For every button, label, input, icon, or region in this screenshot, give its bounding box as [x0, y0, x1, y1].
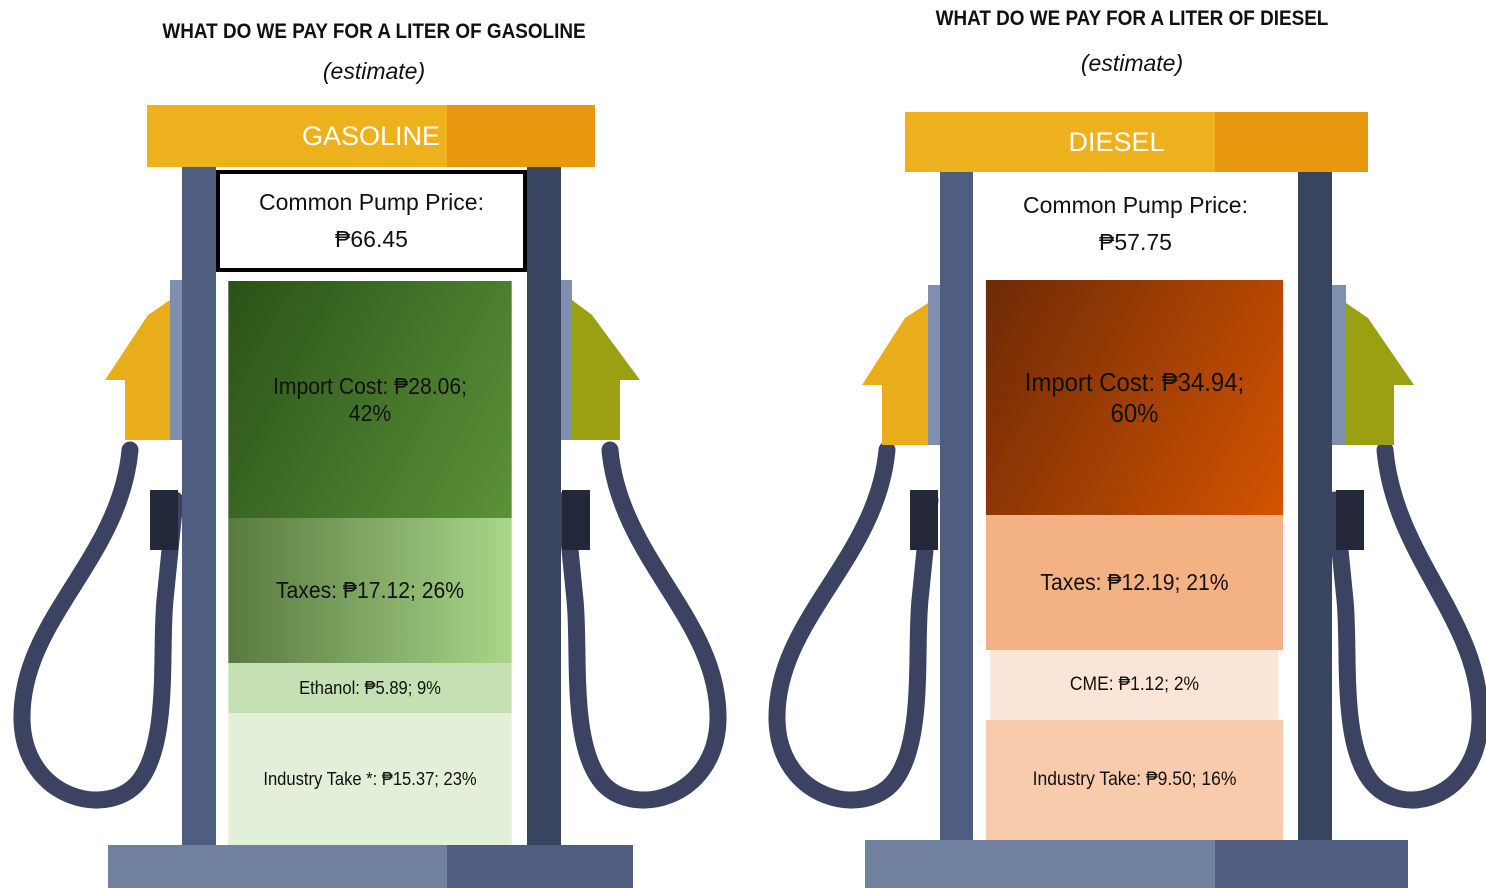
nozzle: [1346, 303, 1414, 445]
nozzle: [862, 303, 928, 445]
pump-label: GASOLINE: [302, 121, 440, 152]
cost-segment: Industry Take *: ₱15.37; 23%: [228, 713, 511, 845]
panel-subtitle: (estimate): [224, 58, 524, 88]
panel-title: WHAT DO WE PAY FOR A LITER OF DIESEL: [862, 7, 1402, 35]
nozzle: [105, 300, 170, 440]
pump-post: [182, 167, 216, 845]
pump-post: [940, 172, 974, 840]
price: ₱57.75: [973, 224, 1298, 261]
grip: [1336, 490, 1364, 550]
pump-header: DIESEL: [905, 112, 1368, 172]
cost-segment: Taxes: ₱12.19; 21%: [986, 515, 1283, 650]
pump-post: [527, 167, 561, 845]
hose-left: [777, 450, 930, 800]
holster: [1332, 285, 1346, 445]
price-label: Common Pump Price:: [220, 184, 523, 221]
nozzle: [572, 300, 640, 440]
grip: [910, 490, 938, 550]
cost-segment: Ethanol: ₱5.89; 9%: [228, 663, 511, 713]
cost-segment: Industry Take: ₱9.50; 16%: [986, 720, 1283, 840]
cost-segment: CME: ₱1.12; 2%: [991, 650, 1279, 720]
price-box: Common Pump Price:₱57.75: [973, 172, 1298, 275]
panel-title: WHAT DO WE PAY FOR A LITER OF GASOLINE: [104, 20, 644, 48]
pump-label: DIESEL: [1068, 127, 1164, 158]
infographic: WHAT DO WE PAY FOR A LITER OF GASOLINE (e…: [0, 0, 1486, 888]
grip: [562, 490, 590, 550]
price-label: Common Pump Price:: [973, 187, 1298, 224]
pump-post: [1298, 172, 1332, 840]
grip: [150, 490, 178, 550]
price-box: Common Pump Price:₱66.45: [216, 170, 527, 272]
cost-segment: Import Cost: ₱34.94; 60%: [986, 280, 1283, 515]
cost-segment: Taxes: ₱17.12; 26%: [228, 518, 511, 663]
cost-segment: Import Cost: ₱28.06; 42%: [228, 281, 511, 518]
pump-base: [108, 845, 633, 888]
price: ₱66.45: [220, 221, 523, 258]
pump-base: [865, 840, 1408, 888]
panel-subtitle: (estimate): [982, 50, 1282, 80]
pump-header: GASOLINE: [147, 105, 595, 167]
